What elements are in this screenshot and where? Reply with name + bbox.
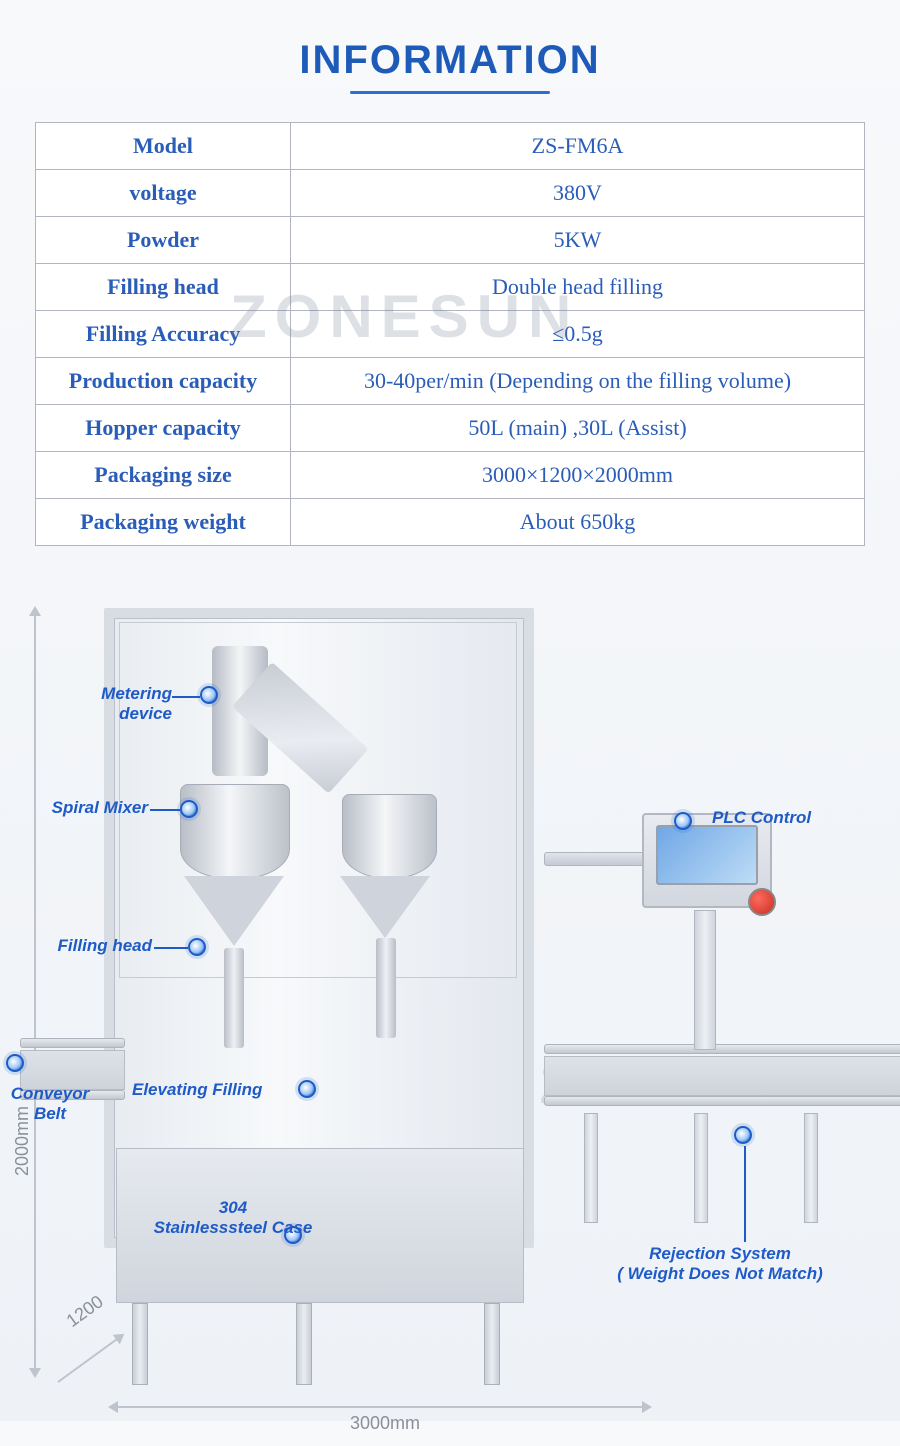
callout-marker-icon: [298, 1080, 316, 1098]
spec-label: Filling Accuracy: [36, 311, 291, 358]
conveyor-rail: [544, 1044, 900, 1054]
spec-value: ≤0.5g: [291, 311, 865, 358]
table-row: Production capacity30-40per/min (Dependi…: [36, 358, 865, 405]
callout-plc-control: PLC Control: [712, 808, 811, 828]
hopper-assist: [342, 794, 437, 879]
callout-filling-head: Filling head: [52, 936, 152, 956]
spec-label: Powder: [36, 217, 291, 264]
spec-table: ModelZS-FM6Avoltage380VPowder5KWFilling …: [35, 122, 865, 546]
table-row: ModelZS-FM6A: [36, 123, 865, 170]
callout-stainless-case: 304 Stainlesssteel Case: [128, 1198, 338, 1238]
page-title: INFORMATION: [0, 0, 900, 91]
callout-rejection-system: Rejection System ( Weight Does Not Match…: [580, 1244, 860, 1284]
spec-value: 5KW: [291, 217, 865, 264]
estop-button-icon: [748, 888, 776, 916]
conveyor-belt: [544, 1056, 900, 1096]
spec-label: Packaging size: [36, 452, 291, 499]
plc-stand: [694, 910, 716, 1050]
callout-lead-line: [744, 1146, 746, 1242]
callout-conveyor-belt: Conveyor Belt: [0, 1084, 100, 1124]
table-leg: [804, 1113, 818, 1223]
spec-value: Double head filling: [291, 264, 865, 311]
plc-screen: [656, 825, 758, 885]
dimension-label-length: 3000mm: [350, 1413, 420, 1434]
spec-label: voltage: [36, 170, 291, 217]
conveyor-rail: [20, 1038, 125, 1048]
machine-window: [119, 622, 517, 978]
conveyor-outlet: [544, 1038, 900, 1218]
spec-value: 380V: [291, 170, 865, 217]
spec-value: ZS-FM6A: [291, 123, 865, 170]
callout-marker-icon: [188, 938, 206, 956]
table-leg: [584, 1113, 598, 1223]
spec-label: Packaging weight: [36, 499, 291, 546]
table-row: Filling Accuracy≤0.5g: [36, 311, 865, 358]
callout-lead-line: [154, 947, 188, 949]
callout-elevating-filling: Elevating Filling: [132, 1080, 262, 1100]
spec-value: About 650kg: [291, 499, 865, 546]
spec-label: Hopper capacity: [36, 405, 291, 452]
table-row: Filling headDouble head filling: [36, 264, 865, 311]
hopper-cone-right: [340, 876, 430, 938]
machine-leg: [484, 1303, 500, 1385]
callout-lead-line: [172, 696, 200, 698]
machine-leg: [132, 1303, 148, 1385]
callout-spiral-mixer: Spiral Mixer: [38, 798, 148, 818]
fill-tube-right: [376, 938, 396, 1038]
spec-label: Filling head: [36, 264, 291, 311]
callout-lead-line: [150, 809, 180, 811]
callout-marker-icon: [6, 1054, 24, 1072]
callout-marker-icon: [734, 1126, 752, 1144]
conveyor-rail: [544, 1096, 900, 1106]
spec-value: 50L (main) ,30L (Assist): [291, 405, 865, 452]
dimension-line-height: [34, 608, 36, 1376]
table-row: Hopper capacity50L (main) ,30L (Assist): [36, 405, 865, 452]
title-underline: [350, 91, 550, 94]
fill-tube-left: [224, 948, 244, 1048]
dimension-line-length: [110, 1406, 650, 1408]
table-row: Packaging size3000×1200×2000mm: [36, 452, 865, 499]
callout-marker-icon: [200, 686, 218, 704]
spec-value: 3000×1200×2000mm: [291, 452, 865, 499]
table-row: voltage380V: [36, 170, 865, 217]
callout-metering-device: Metering device: [72, 684, 172, 724]
machine-leg: [296, 1303, 312, 1385]
table-row: Powder5KW: [36, 217, 865, 264]
table-row: Packaging weightAbout 650kg: [36, 499, 865, 546]
spec-value: 30-40per/min (Depending on the filling v…: [291, 358, 865, 405]
spec-label: Production capacity: [36, 358, 291, 405]
machine-diagram: 2000mm 3000mm 1200: [10, 586, 890, 1446]
hopper-main: [180, 784, 290, 879]
hopper-cone-left: [184, 876, 284, 946]
callout-marker-icon: [674, 812, 692, 830]
spec-label: Model: [36, 123, 291, 170]
callout-marker-icon: [180, 800, 198, 818]
table-leg: [694, 1113, 708, 1223]
